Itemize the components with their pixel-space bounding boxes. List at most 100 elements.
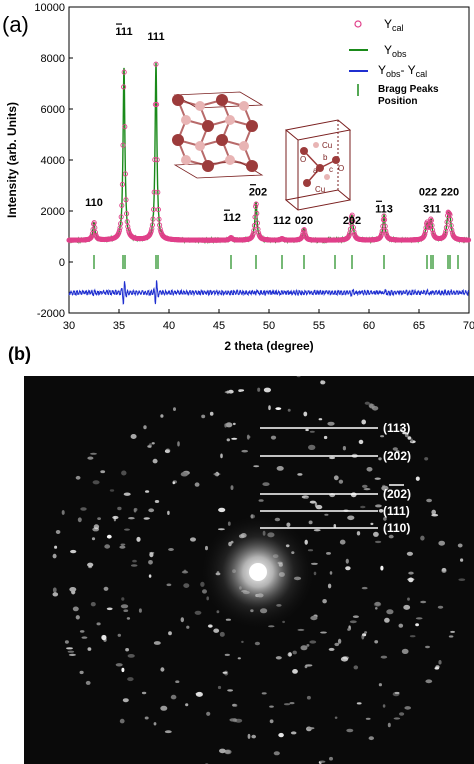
diffraction-spot (370, 522, 374, 526)
y-tick-label: 2000 (41, 206, 65, 218)
diffraction-spot (380, 435, 385, 438)
diffraction-spot (270, 435, 277, 440)
diffraction-spot (90, 602, 96, 607)
diffraction-spot (220, 453, 223, 459)
diffraction-spot (431, 509, 437, 515)
diffraction-spot (378, 457, 382, 461)
diffraction-spot (399, 712, 405, 716)
diffraction-spot (153, 722, 157, 726)
diffraction-spot (393, 717, 401, 720)
x-tick-label: 55 (313, 320, 325, 332)
diffraction-spot (190, 537, 196, 542)
diffraction-spot (458, 578, 466, 581)
diffraction-spot (356, 531, 361, 536)
diffraction-spot (364, 401, 370, 405)
diffraction-spot (287, 408, 291, 412)
diffraction-spot (262, 482, 270, 486)
diffraction-spot (297, 473, 303, 476)
ycal-point (155, 207, 161, 213)
diffraction-spot (403, 604, 411, 610)
diffraction-spot (148, 560, 153, 565)
crystal-atom (172, 94, 184, 106)
ycal-point (449, 227, 455, 233)
ycal-point (424, 219, 430, 225)
x-tick-label: 30 (63, 320, 75, 332)
diffraction-spot (334, 716, 338, 719)
diffraction-spot (225, 422, 233, 428)
diffraction-spot (375, 504, 382, 508)
diffraction-spot (194, 610, 202, 615)
diffraction-spot (127, 654, 135, 658)
diffraction-spot (457, 543, 463, 548)
peak-label: 113 (375, 203, 393, 215)
peak-label: 202 (249, 187, 267, 199)
diffraction-spot (66, 647, 73, 650)
diffraction-spot (290, 731, 297, 735)
ycal-point (346, 232, 352, 238)
ycal-point (430, 227, 436, 233)
ycal-point (250, 231, 256, 237)
diffraction-spot (180, 471, 189, 477)
legend-bragg-label-1: Bragg Peaks (378, 84, 439, 95)
diffraction-spot (384, 617, 390, 623)
diffraction-spot (327, 583, 332, 589)
diffraction-spot (276, 466, 284, 471)
diffraction-spot (382, 704, 386, 708)
panel-label-a: (a) (2, 12, 29, 37)
diffraction-spot (120, 543, 126, 546)
diffraction-spot (224, 653, 230, 656)
diffraction-spot (363, 488, 371, 491)
diffraction-spot (121, 667, 125, 673)
diffraction-spot (206, 711, 211, 716)
ycal-point (302, 229, 308, 235)
diffraction-spot (217, 685, 222, 690)
diffraction-spot (308, 444, 316, 450)
ycal-point (254, 210, 260, 216)
ycal-point (118, 221, 124, 227)
diffraction-spot (52, 587, 57, 593)
diffraction-spot (152, 458, 158, 464)
diffraction-spot (333, 524, 337, 528)
x-tick-label: 35 (113, 320, 125, 332)
diffraction-spot (375, 540, 382, 544)
diffraction-spot (313, 529, 321, 532)
diffraction-spot (368, 736, 374, 741)
ycal-point (447, 212, 453, 218)
diffraction-spot (404, 706, 412, 710)
diffraction-spot (297, 628, 305, 631)
diffraction-spot (292, 669, 298, 674)
legend-diff-label: Yobs- Ycal (378, 63, 427, 79)
diffraction-spot (273, 751, 280, 756)
diffraction-spot (352, 615, 359, 618)
diffraction-spot (241, 640, 244, 643)
diffraction-spot (61, 510, 65, 515)
diffraction-spot (400, 427, 403, 433)
diffraction-spot (349, 620, 357, 624)
diffraction-spot (366, 467, 373, 472)
diffraction-spot (254, 641, 260, 646)
diffraction-spot (339, 539, 346, 545)
ycal-point (149, 222, 155, 228)
ycal-point (382, 223, 388, 229)
diffraction-spot (71, 590, 76, 595)
diffraction-spot (106, 607, 113, 611)
diffraction-spot (308, 520, 313, 525)
diffraction-spot (315, 504, 323, 510)
diffraction-spot (345, 566, 351, 571)
diffraction-spot (309, 640, 317, 644)
ycal-point (443, 225, 449, 231)
x-tick-label: 65 (413, 320, 425, 332)
ring-labels: (113) (202) (202) (111) (110) (260, 421, 411, 535)
ycal-point (125, 224, 131, 230)
ycal-point (422, 231, 428, 237)
diffraction-spot (368, 403, 374, 408)
ring-label: (113) (383, 421, 410, 435)
diffraction-spot (138, 608, 142, 613)
diffraction-spot (305, 496, 309, 499)
xrd-chart: -2000 0 2000 4000 6000 8000 10000 30 35 40 45 50 55… (5, 2, 474, 353)
diffraction-spot (347, 515, 355, 521)
diffraction-spot (104, 544, 111, 549)
y-tick-label: 4000 (41, 155, 65, 167)
crystal-atom (216, 94, 228, 106)
